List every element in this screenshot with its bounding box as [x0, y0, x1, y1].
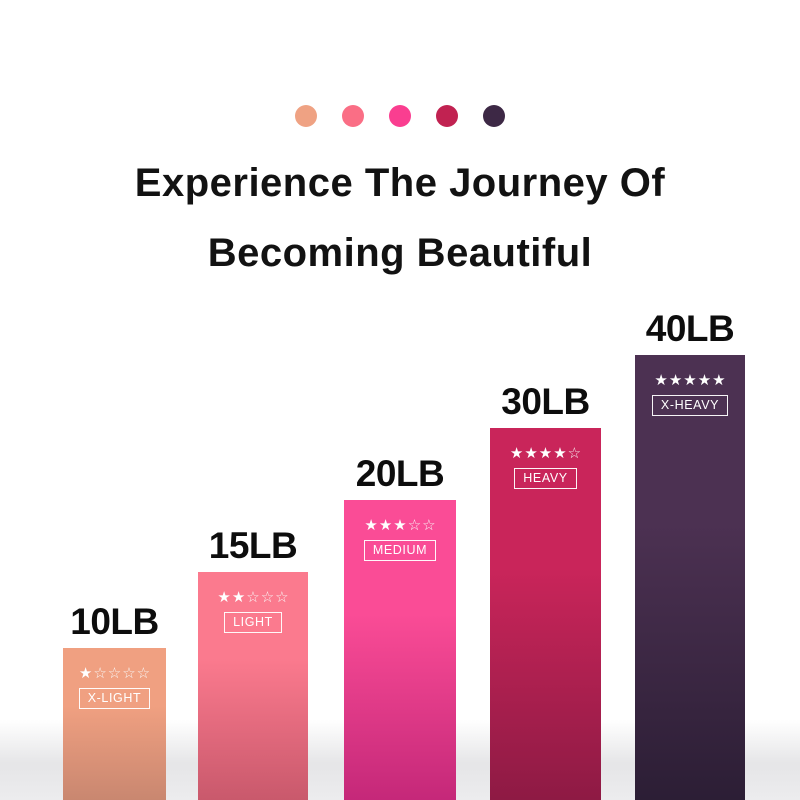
- tier-label: LIGHT: [224, 612, 282, 634]
- star-filled-icon: ★: [217, 589, 231, 606]
- star-empty-icon: ☆: [407, 517, 422, 534]
- star-filled-icon: ★: [697, 372, 712, 389]
- star-empty-icon: ☆: [275, 589, 289, 606]
- bar-weight-label: 15LB: [208, 525, 298, 566]
- bar-group-x-heavy: 40LB ★ ★ ★ ★ ★ X-HEAVY: [635, 303, 745, 800]
- star-empty-icon: ☆: [422, 517, 436, 534]
- bar-content: ★ ★ ★ ☆ ☆ MEDIUM: [344, 518, 456, 562]
- page-title-line-2: Becoming Beautiful: [207, 231, 593, 275]
- star-filled-icon: ★: [683, 372, 697, 389]
- bar-group-x-light: 10LB ★ ☆ ☆ ☆ ☆ X-LIGHT: [63, 596, 166, 800]
- bar-x-heavy[interactable]: ★ ★ ★ ★ ★ X-HEAVY: [635, 355, 745, 800]
- bar-weight-label: 10LB: [70, 601, 159, 642]
- tier-label: X-LIGHT: [78, 688, 151, 710]
- tier-label: HEAVY: [514, 468, 577, 490]
- star-empty-icon: ☆: [122, 665, 136, 682]
- dot-light: [342, 105, 364, 127]
- bar-x-light[interactable]: ★ ☆ ☆ ☆ ☆ X-LIGHT: [63, 648, 166, 800]
- star-filled-icon: ★: [393, 517, 407, 534]
- resistance-band-bar-chart: 10LB ★ ☆ ☆ ☆ ☆ X-LIGHT 15LB ★ ★ ☆ ☆ ☆ LIGHT 20LB ★ ★ ★ ☆ ☆ M…: [0, 280, 800, 800]
- bar-content: ★ ★ ★ ★ ☆ HEAVY: [490, 446, 601, 490]
- bar-heavy[interactable]: ★ ★ ★ ★ ☆ HEAVY: [490, 428, 601, 800]
- bar-light[interactable]: ★ ★ ☆ ☆ ☆ LIGHT: [198, 572, 308, 800]
- bar-content: ★ ★ ☆ ☆ ☆ LIGHT: [198, 590, 308, 634]
- bar-group-heavy: 30LB ★ ★ ★ ★ ☆ HEAVY: [490, 376, 601, 800]
- star-empty-icon: ☆: [93, 665, 107, 682]
- bar-group-light: 15LB ★ ★ ☆ ☆ ☆ LIGHT: [198, 520, 308, 800]
- star-filled-icon: ★: [78, 665, 93, 682]
- star-empty-icon: ☆: [260, 589, 275, 606]
- star-rating: ★ ★ ★ ★ ★: [654, 373, 725, 388]
- tier-label: X-HEAVY: [651, 395, 729, 417]
- star-filled-icon: ★: [668, 372, 683, 389]
- dot-x-light: [295, 105, 317, 127]
- star-filled-icon: ★: [231, 589, 246, 606]
- star-empty-icon: ☆: [567, 445, 582, 462]
- bar-content: ★ ★ ★ ★ ★ X-HEAVY: [635, 373, 745, 417]
- star-filled-icon: ★: [654, 372, 668, 389]
- dot-x-heavy: [483, 105, 505, 127]
- star-filled-icon: ★: [712, 372, 726, 389]
- dot-heavy: [436, 105, 458, 127]
- bar-weight-label: 30LB: [501, 381, 590, 422]
- star-filled-icon: ★: [364, 517, 378, 534]
- bar-weight-label: 20LB: [355, 453, 445, 494]
- bar-medium[interactable]: ★ ★ ★ ☆ ☆ MEDIUM: [344, 500, 456, 800]
- color-swatch-row: [0, 105, 800, 127]
- star-rating: ★ ★ ☆ ☆ ☆: [217, 590, 288, 605]
- tier-label: MEDIUM: [363, 540, 437, 562]
- star-empty-icon: ☆: [246, 589, 260, 606]
- page-title: Experience The Journey Of Becoming Beaut…: [0, 148, 800, 288]
- star-filled-icon: ★: [524, 445, 538, 462]
- star-filled-icon: ★: [553, 445, 567, 462]
- star-empty-icon: ☆: [107, 665, 122, 682]
- star-rating: ★ ☆ ☆ ☆ ☆: [79, 666, 150, 681]
- star-filled-icon: ★: [538, 445, 553, 462]
- star-rating: ★ ★ ★ ☆ ☆: [364, 518, 435, 533]
- bar-content: ★ ☆ ☆ ☆ ☆ X-LIGHT: [63, 666, 166, 710]
- bar-group-medium: 20LB ★ ★ ★ ☆ ☆ MEDIUM: [344, 448, 456, 800]
- star-filled-icon: ★: [509, 445, 524, 462]
- bar-weight-label: 40LB: [645, 308, 735, 349]
- star-empty-icon: ☆: [136, 665, 151, 682]
- star-rating: ★ ★ ★ ★ ☆: [510, 446, 581, 461]
- dot-medium: [389, 105, 411, 127]
- star-filled-icon: ★: [378, 517, 393, 534]
- page-title-line-1: Experience The Journey Of: [134, 161, 666, 205]
